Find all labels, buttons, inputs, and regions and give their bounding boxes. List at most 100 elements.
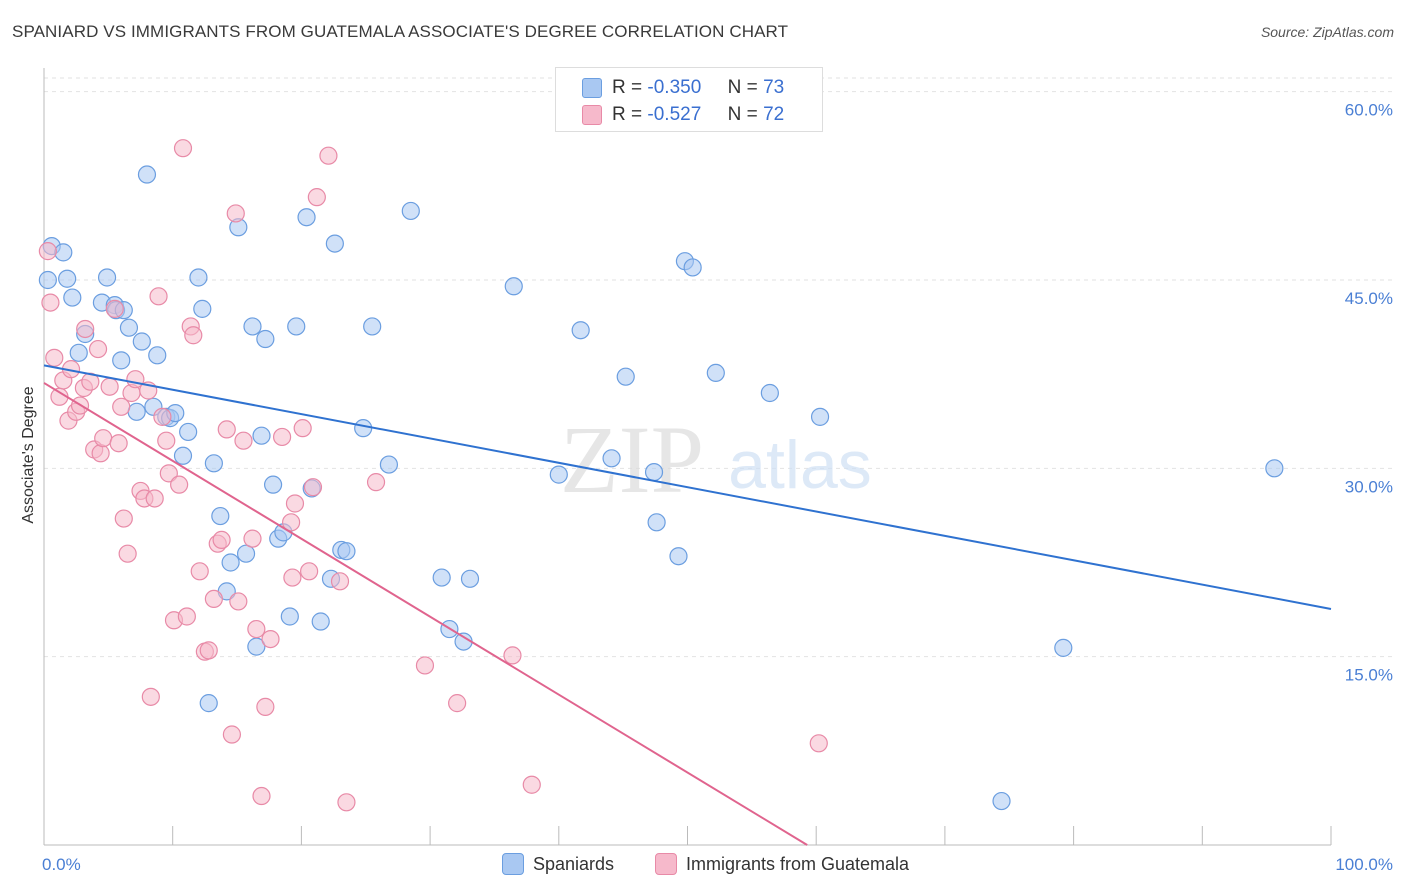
spaniard-point	[148, 346, 167, 365]
guatemala-point	[184, 326, 203, 345]
spaniard-point	[325, 234, 344, 253]
bottom-legend-label: Spaniards	[533, 854, 615, 874]
spaniard-point	[1054, 638, 1073, 657]
spaniard-point	[760, 383, 779, 403]
legend-n-value: 73	[763, 77, 785, 98]
spaniard-point	[38, 270, 57, 290]
guatemala-point	[415, 656, 435, 675]
spaniard-point	[263, 475, 283, 494]
guatemala-point	[145, 489, 164, 508]
spaniard-point	[297, 208, 316, 227]
spaniard-point	[379, 455, 399, 474]
spaniard-point	[132, 332, 151, 351]
spaniard-point	[460, 569, 480, 588]
legend-r-value: -0.527	[647, 104, 702, 125]
guatemala-point	[243, 529, 262, 548]
guatemala-point	[199, 641, 218, 660]
guatemala-point	[366, 473, 386, 492]
spaniard-point	[189, 268, 208, 287]
spaniard-point	[54, 243, 73, 262]
guatemala-point	[300, 562, 319, 581]
spaniard-point	[287, 317, 306, 336]
spaniard-point	[199, 694, 218, 713]
guatemala-point	[522, 775, 541, 794]
guatemala-point	[204, 589, 223, 609]
bottom-legend-swatch	[655, 853, 677, 875]
spaniard-point	[204, 454, 223, 473]
guatemala-point	[109, 434, 128, 453]
spaniard-point	[647, 513, 666, 532]
guatemala-point	[252, 786, 271, 806]
guatemala-point	[159, 464, 178, 483]
legend-swatch-guatemala	[582, 105, 602, 125]
spaniard-point	[683, 258, 702, 277]
guatemala-point	[226, 204, 245, 223]
guatemala-point	[41, 293, 60, 312]
guatemala-point	[222, 725, 242, 744]
bottom-legend-swatch	[502, 853, 524, 875]
spaniard-point	[193, 299, 212, 318]
legend-r-label: R =	[612, 104, 643, 125]
legend-r-value: -0.350	[647, 77, 702, 98]
spaniard-point	[363, 317, 382, 336]
spaniard-point	[221, 553, 240, 572]
guatemala-point	[261, 629, 280, 649]
tick-labels: 15.0% 30.0% 45.0% 60.0% 0.0% 100.0%	[42, 101, 1393, 874]
guatemala-point	[229, 592, 248, 611]
spaniard-point	[119, 318, 139, 337]
guatemala-point	[38, 242, 57, 261]
guatemala-point	[272, 427, 292, 447]
guatemala-point	[282, 513, 301, 532]
spaniard-point	[644, 463, 664, 482]
correlation-legend: R = -0.350 N = 73 R = -0.527 N = 72	[555, 67, 823, 132]
spaniard-point	[63, 288, 82, 307]
x-tick-label-start: 0.0%	[42, 855, 81, 874]
spaniard-point	[256, 329, 275, 349]
guatemala-point	[212, 530, 231, 550]
spaniard-point	[810, 407, 830, 426]
guatemala-point	[190, 562, 209, 581]
guatemala-point	[157, 431, 176, 450]
watermark-zip: ZIP	[560, 406, 704, 513]
guatemala-point	[76, 319, 95, 339]
spaniard-point	[236, 544, 256, 563]
spaniard-point	[252, 426, 271, 445]
guatemala-point	[809, 734, 828, 753]
guatemala-point	[100, 377, 119, 396]
guatemala-point	[256, 697, 275, 716]
guatemala-point	[153, 407, 172, 426]
guatemala-point	[45, 348, 64, 367]
spaniard-point	[706, 363, 725, 383]
spaniard-point	[337, 542, 356, 561]
y-tick-label: 45.0%	[1345, 289, 1393, 308]
spaniard-point	[137, 165, 157, 184]
guatemala-point	[303, 478, 323, 497]
spaniard-point	[669, 547, 688, 566]
legend-swatch-spaniards	[582, 78, 602, 98]
axes	[43, 68, 1332, 846]
data-points	[38, 139, 1284, 812]
source-label: Source: ZipAtlas.com	[1260, 24, 1394, 40]
spaniard-point	[571, 321, 590, 340]
spaniard-point	[179, 422, 198, 442]
spaniard-point	[97, 268, 117, 287]
spaniard-point	[1265, 459, 1284, 478]
legend-n-label: N =	[727, 104, 758, 125]
guatemala-point	[94, 429, 113, 448]
trend-lines	[43, 364, 1332, 846]
spaniard-point	[243, 317, 262, 336]
spaniard-point	[602, 449, 621, 468]
guatemala-point	[91, 444, 110, 463]
spaniard-point	[992, 791, 1011, 811]
y-tick-label: 60.0%	[1345, 101, 1393, 120]
spaniard-point	[127, 402, 146, 421]
guatemala-trend-line	[43, 382, 808, 846]
y-tick-label: 30.0%	[1345, 477, 1393, 496]
guatemala-point	[285, 494, 305, 513]
legend-n-value: 72	[763, 104, 785, 125]
guatemala-point	[105, 299, 124, 318]
x-tick-label-end: 100.0%	[1335, 855, 1393, 874]
spaniard-point	[58, 269, 77, 288]
spaniard-point	[280, 607, 299, 626]
